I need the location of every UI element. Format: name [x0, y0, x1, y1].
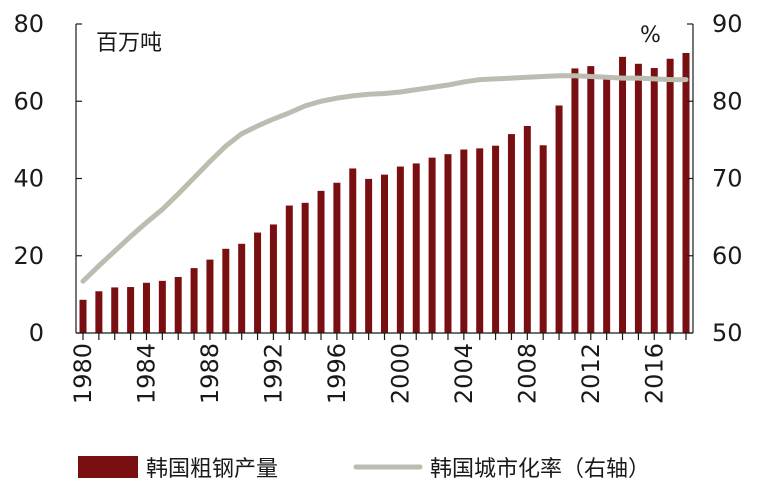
legend-item-urbanization: 韩国城市化率（右轴）: [353, 457, 650, 482]
bar-2010: [555, 105, 563, 333]
x-tick-label: 1992: [259, 343, 287, 404]
bar-2014: [619, 56, 627, 333]
legend-label-steel: 韩国粗钢产量: [146, 457, 278, 482]
bar-2009: [539, 145, 547, 333]
bar-2000: [396, 166, 404, 333]
x-tick-label: 2004: [450, 343, 478, 404]
left-tick-label: 0: [29, 319, 44, 347]
x-tick-label: 2000: [386, 343, 414, 404]
bar-1982: [111, 287, 119, 333]
bar-1980: [79, 299, 87, 333]
x-tick-label: 2016: [640, 343, 668, 404]
bar-1994: [301, 202, 309, 333]
plot-area: [79, 52, 690, 334]
bar-1986: [174, 276, 182, 333]
left-tick-label: 80: [13, 10, 44, 38]
bar-2003: [444, 154, 452, 333]
bar-series: [79, 52, 690, 334]
bar-1991: [254, 232, 262, 333]
bar-2013: [603, 77, 611, 333]
x-tick-label: 1984: [132, 343, 160, 404]
bar-1990: [238, 243, 246, 333]
legend-item-steel: 韩国粗钢产量: [78, 456, 278, 482]
left-axis-ticks: 0 20 40 60 80: [13, 10, 82, 347]
bar-2015: [634, 63, 642, 333]
bar-2008: [523, 125, 531, 333]
bar-2004: [460, 149, 468, 333]
bar-2006: [492, 145, 500, 333]
right-unit-label: %: [640, 23, 661, 48]
bar-1985: [158, 280, 166, 333]
right-tick-label: 70: [712, 165, 743, 193]
bar-2016: [650, 68, 658, 333]
x-tick-label: 2008: [513, 343, 541, 404]
bar-2005: [476, 148, 484, 333]
legend-swatch-bar: [78, 456, 138, 478]
left-tick-label: 60: [13, 87, 44, 115]
right-tick-label: 80: [712, 87, 743, 115]
legend: 韩国粗钢产量 韩国城市化率（右轴）: [78, 456, 650, 482]
bar-1984: [142, 282, 150, 333]
bar-1992: [269, 224, 277, 333]
x-axis-ticks: 1980 1984 1988 1992 1996 2000 2004 2008 2012 2016: [69, 333, 687, 404]
x-tick-label: 2012: [577, 343, 605, 404]
bar-2017: [666, 58, 674, 333]
bar-2001: [412, 163, 420, 333]
bar-2012: [587, 66, 595, 333]
x-tick-label: 1996: [323, 343, 351, 404]
left-unit-label: 百万吨: [96, 31, 162, 56]
bar-2002: [428, 157, 436, 333]
bar-2018: [682, 52, 690, 333]
bar-1988: [206, 259, 214, 333]
bar-1997: [349, 168, 357, 333]
legend-label-urbanization: 韩国城市化率（右轴）: [430, 457, 650, 482]
bar-1987: [190, 268, 198, 333]
right-tick-label: 90: [712, 10, 743, 38]
bar-1998: [365, 178, 373, 333]
bar-1981: [95, 291, 103, 333]
right-axis-ticks: 50 60 70 80 90: [687, 10, 743, 347]
bar-1993: [285, 205, 293, 333]
bar-2011: [571, 68, 579, 334]
right-tick-label: 50: [712, 319, 743, 347]
right-tick-label: 60: [712, 242, 743, 270]
left-tick-label: 40: [13, 165, 44, 193]
bar-1989: [222, 248, 230, 333]
left-tick-label: 20: [13, 242, 44, 270]
bar-1999: [381, 174, 388, 333]
x-tick-label: 1980: [69, 343, 97, 404]
bar-1983: [127, 287, 135, 333]
urbanization-line: [80, 73, 689, 284]
x-tick-label: 1988: [196, 343, 224, 404]
bar-1996: [333, 182, 341, 333]
bar-1995: [317, 190, 325, 333]
bar-2007: [507, 134, 515, 333]
